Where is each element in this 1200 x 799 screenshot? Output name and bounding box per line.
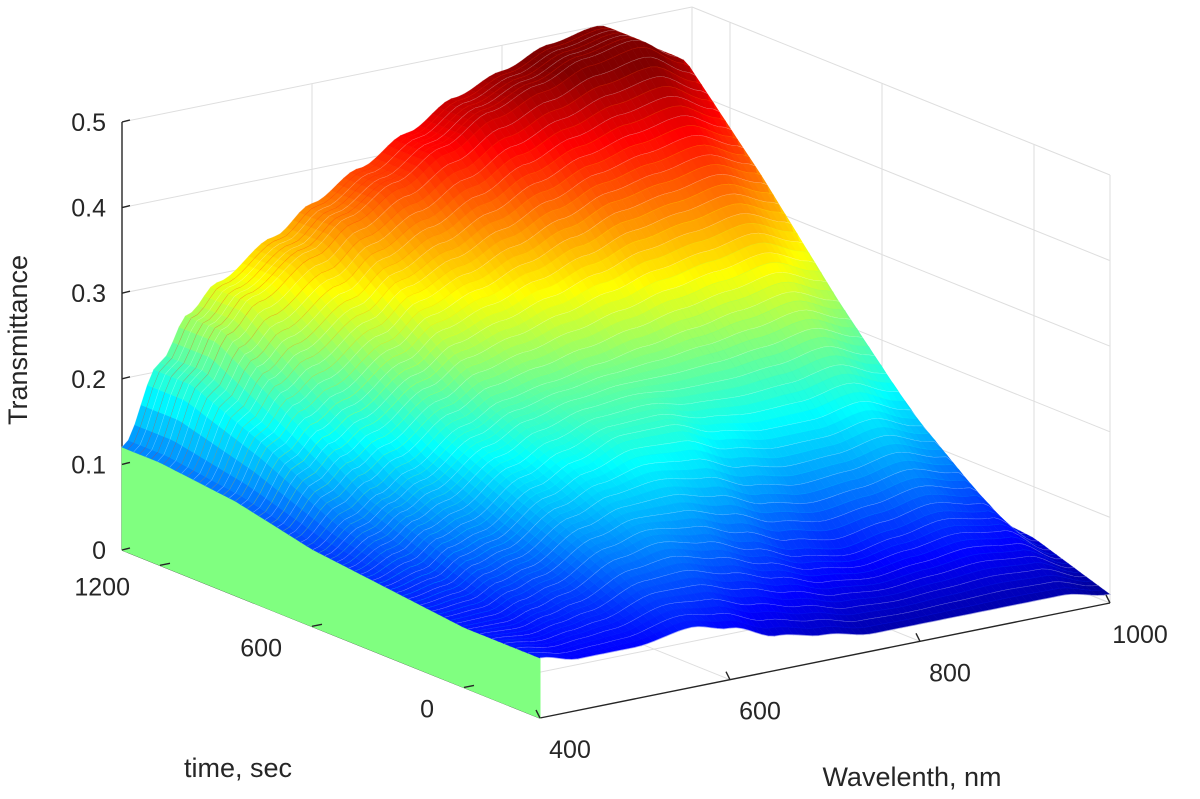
transmittance-surface (121, 25, 1111, 661)
x-axis-line (539, 602, 1111, 719)
grid-line-z-right (691, 6, 1111, 176)
grid-line-z-right (691, 92, 1111, 262)
